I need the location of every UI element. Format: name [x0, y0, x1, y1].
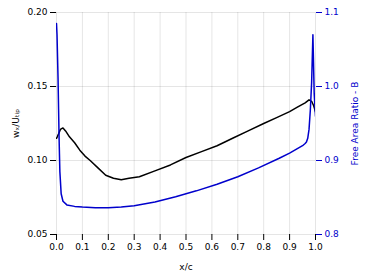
svg-text:0.6: 0.6	[205, 242, 220, 252]
svg-text:wₓ/Uₜᵢₚ: wₓ/Uₜᵢₚ	[11, 109, 21, 138]
svg-text:1.1: 1.1	[325, 7, 339, 17]
svg-text:0.2: 0.2	[101, 242, 115, 252]
svg-text:0.15: 0.15	[27, 81, 47, 91]
svg-text:0.0: 0.0	[49, 242, 64, 252]
svg-text:0.8: 0.8	[257, 242, 272, 252]
svg-text:0.10: 0.10	[27, 155, 47, 165]
svg-text:1.0: 1.0	[308, 242, 323, 252]
svg-text:0.20: 0.20	[27, 7, 47, 17]
svg-text:1.0: 1.0	[325, 81, 340, 91]
svg-text:0.4: 0.4	[153, 242, 168, 252]
svg-text:0.9: 0.9	[282, 242, 297, 252]
svg-text:x/c: x/c	[179, 262, 192, 272]
svg-text:0.05: 0.05	[27, 229, 47, 239]
svg-text:Free Area Ratio - B: Free Area Ratio - B	[350, 82, 360, 166]
svg-text:0.5: 0.5	[179, 242, 193, 252]
svg-text:0.7: 0.7	[231, 242, 245, 252]
svg-text:0.3: 0.3	[127, 242, 141, 252]
svg-text:0.9: 0.9	[325, 155, 340, 165]
svg-text:0.8: 0.8	[325, 229, 340, 239]
svg-text:0.1: 0.1	[75, 242, 89, 252]
